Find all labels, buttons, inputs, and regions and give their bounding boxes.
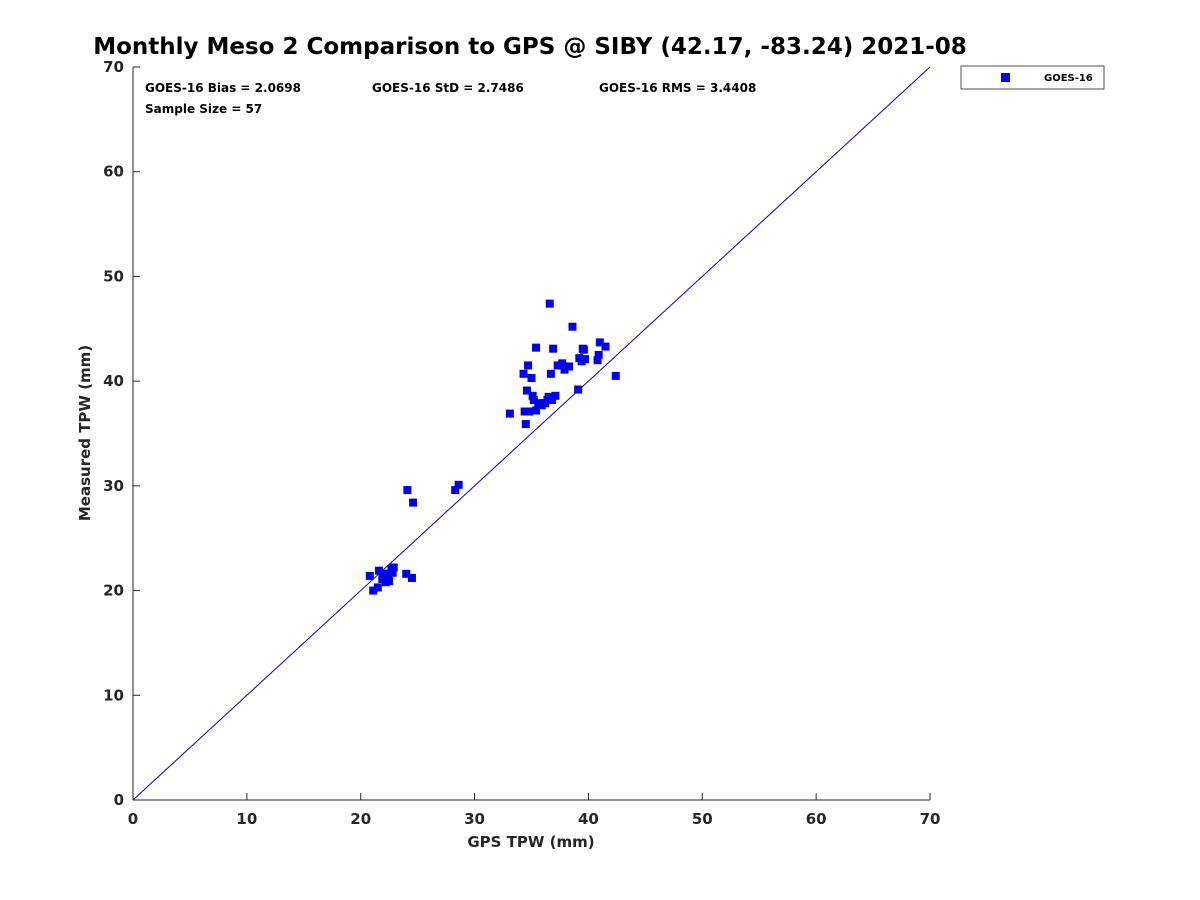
data-point <box>373 583 382 592</box>
data-point <box>389 563 398 572</box>
y-tick-label: 70 <box>103 58 124 76</box>
y-tick-label: 0 <box>114 791 124 809</box>
y-tick-label: 50 <box>103 267 124 285</box>
x-tick-label: 0 <box>128 810 138 828</box>
data-point <box>551 391 560 400</box>
data-point <box>520 407 529 416</box>
data-point <box>369 586 378 595</box>
data-point <box>365 571 374 580</box>
data-point <box>374 566 383 575</box>
data-point <box>388 568 397 577</box>
y-axis-ticks: 0 10 20 30 40 50 60 70 <box>103 58 140 809</box>
legend-marker-square <box>1001 73 1010 82</box>
data-point <box>579 345 588 354</box>
data-point <box>527 374 536 383</box>
data-point <box>402 569 411 578</box>
data-point <box>611 371 620 380</box>
data-point <box>522 386 531 395</box>
data-point <box>574 385 583 394</box>
x-tick-label: 10 <box>236 810 257 828</box>
rms-stat: GOES-16 RMS = 3.4408 <box>599 81 756 95</box>
data-point <box>379 569 388 578</box>
data-point <box>601 342 610 351</box>
plot-area <box>132 67 930 801</box>
data-point <box>532 406 541 415</box>
data-point <box>593 356 602 365</box>
x-tick-label: 60 <box>806 810 827 828</box>
sample-size-stat: Sample Size = 57 <box>145 102 262 116</box>
data-point <box>525 407 534 416</box>
one-to-one-reference-line <box>132 66 931 801</box>
data-point <box>594 350 603 359</box>
bias-stat: GOES-16 Bias = 2.0698 <box>145 81 301 95</box>
data-point <box>547 395 556 404</box>
data-point <box>568 322 577 331</box>
data-point <box>528 391 537 400</box>
data-point <box>403 486 412 495</box>
data-point <box>532 343 541 352</box>
data-point <box>549 344 558 353</box>
legend: GOES-16 <box>960 65 1105 90</box>
data-point <box>451 486 460 495</box>
data-point <box>560 365 569 374</box>
data-point <box>553 361 562 370</box>
legend-box <box>960 65 1105 90</box>
data-point <box>409 498 418 507</box>
y-tick-label: 10 <box>103 686 124 704</box>
data-point <box>558 359 567 368</box>
data-points <box>365 299 620 595</box>
legend-label: GOES-16 <box>1044 73 1093 84</box>
x-tick-label: 40 <box>578 810 599 828</box>
x-tick-label: 70 <box>920 810 941 828</box>
data-point <box>524 361 533 370</box>
y-tick-label: 60 <box>103 163 124 181</box>
data-point <box>581 355 590 364</box>
y-tick-label: 20 <box>103 582 124 600</box>
data-point <box>565 362 574 371</box>
y-tick-label: 40 <box>103 372 124 390</box>
x-tick-label: 30 <box>464 810 485 828</box>
data-point <box>505 409 514 418</box>
chart-title: Monthly Meso 2 Comparison to GPS @ SIBY … <box>93 34 967 60</box>
std-stat: GOES-16 StD = 2.7486 <box>372 81 524 95</box>
x-axis-label: GPS TPW (mm) <box>467 833 594 851</box>
data-point <box>382 574 391 583</box>
data-point <box>521 420 530 429</box>
data-point <box>545 299 554 308</box>
data-point <box>454 480 463 489</box>
data-point <box>519 369 528 378</box>
data-point <box>595 338 604 347</box>
y-axis-label: Measured TPW (mm) <box>76 345 94 521</box>
data-point <box>407 574 416 583</box>
y-tick-label: 30 <box>103 477 124 495</box>
data-point <box>546 369 555 378</box>
x-axis-ticks: 0 10 20 30 40 50 60 70 <box>128 793 941 828</box>
x-tick-label: 20 <box>350 810 371 828</box>
x-tick-label: 50 <box>692 810 713 828</box>
data-point <box>529 395 538 404</box>
